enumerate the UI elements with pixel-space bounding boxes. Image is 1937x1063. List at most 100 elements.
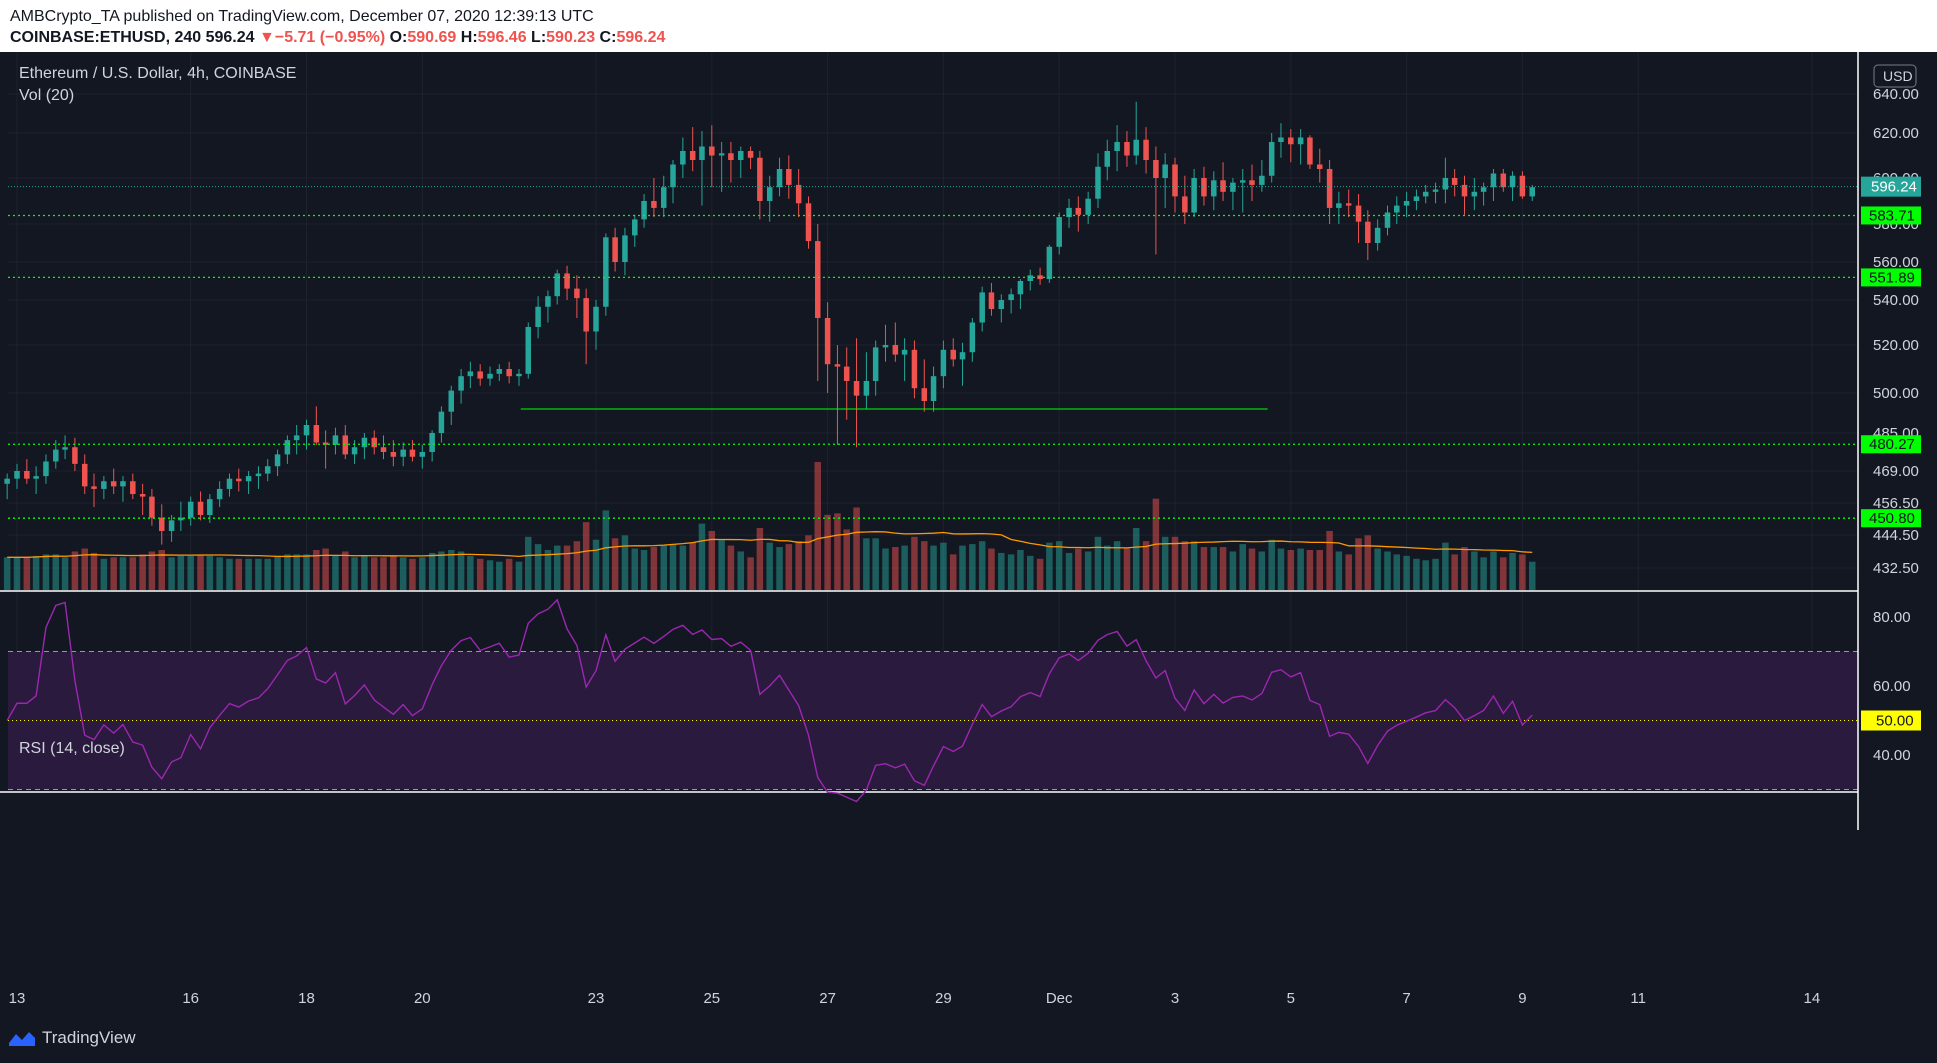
candle-body: [1509, 175, 1516, 188]
candle-body: [834, 364, 841, 367]
price-tick-label: 640.00: [1873, 86, 1919, 103]
volume-bar: [255, 558, 262, 590]
volume-bar: [1113, 541, 1121, 590]
candle-body: [940, 349, 947, 377]
volume-bar: [110, 557, 117, 590]
candle-body: [612, 237, 618, 262]
price-chart[interactable]: 640.00620.00600.00580.00560.00540.00520.…: [0, 52, 1937, 1015]
candle-body: [1442, 178, 1449, 190]
volume-bar: [650, 547, 658, 590]
volume-bar: [602, 510, 610, 590]
volume-bar: [342, 551, 349, 590]
candle-body: [843, 366, 850, 381]
volume-bar: [467, 555, 474, 590]
volume-bar: [978, 541, 986, 590]
candle-body: [583, 298, 589, 332]
volume-bar: [515, 561, 523, 590]
chart-title-legend: Ethereum / U.S. Dollar, 4h, COINBASE: [19, 65, 297, 82]
volume-bar: [882, 548, 889, 590]
volume-bar: [1123, 548, 1131, 590]
candle-body: [1104, 151, 1111, 167]
volume-bar: [351, 557, 358, 590]
volume-bar: [621, 535, 629, 590]
candle-body: [872, 347, 879, 381]
volume-bar: [1277, 548, 1285, 590]
tradingview-logo[interactable]: TradingView: [8, 1028, 136, 1048]
candle-body: [660, 187, 667, 208]
volume-bar: [1190, 541, 1198, 590]
candle-body: [1432, 189, 1439, 192]
candle-body: [815, 241, 821, 318]
candle-body: [487, 373, 493, 379]
volume-bar: [708, 530, 716, 590]
candle-body: [603, 237, 609, 307]
candle-body: [197, 501, 204, 515]
rsi-legend: RSI (14, close): [19, 740, 125, 757]
volume-bar: [660, 545, 667, 590]
candle-body: [226, 478, 233, 489]
volume-bar: [698, 523, 706, 590]
time-tick-label: 16: [182, 990, 199, 1007]
candle-body: [322, 442, 329, 445]
currency-badge: [1873, 64, 1917, 88]
candle-body: [351, 447, 358, 455]
level-badge-label: 583.71: [1869, 207, 1915, 224]
volume-bar: [834, 513, 841, 590]
volume-bar: [264, 558, 271, 590]
price-change: −5.71 (−0.95%): [274, 29, 386, 46]
time-tick-label: 14: [1804, 990, 1821, 1007]
candle-body: [863, 381, 870, 396]
volume-bar: [640, 550, 648, 590]
volume-bar: [226, 558, 233, 590]
price-tick-label: 432.50: [1873, 560, 1919, 577]
candle-body: [1529, 187, 1535, 197]
volume-bar: [805, 535, 812, 590]
volume-bar: [177, 555, 185, 590]
rsi-mid-badge: [1861, 710, 1921, 731]
level-badge-label: 551.89: [1869, 269, 1915, 286]
volume-bar: [582, 522, 590, 590]
candle-body: [361, 437, 368, 448]
candle-body: [458, 376, 464, 391]
open-label: O:: [389, 29, 408, 46]
time-tick-label: 25: [703, 990, 720, 1007]
volume-bar: [824, 514, 831, 590]
candle-body: [1480, 187, 1487, 192]
rsi-tick-label: 80.00: [1873, 609, 1911, 626]
volume-bar: [187, 555, 194, 590]
volume-bar: [534, 544, 542, 590]
candle-body: [805, 203, 812, 242]
candle-body: [747, 151, 754, 158]
candle-body: [718, 153, 725, 156]
level-badge: [1861, 268, 1921, 287]
candle-body: [1288, 137, 1294, 145]
time-tick-label: 13: [9, 990, 26, 1007]
candle-body: [496, 369, 503, 374]
volume-bar: [843, 529, 850, 590]
candle-body: [1153, 160, 1159, 178]
volume-bar: [81, 548, 88, 590]
volume-bar: [863, 538, 870, 590]
candle-body: [1162, 164, 1168, 178]
volume-bar: [1229, 551, 1237, 590]
candle-body: [766, 187, 773, 201]
volume-bar: [1413, 558, 1420, 590]
candle-body: [168, 520, 175, 531]
volume-bar: [949, 554, 957, 590]
candle-body: [593, 306, 599, 332]
volume-bar: [1171, 536, 1179, 590]
volume-bar: [573, 541, 581, 590]
symbol-ohlc-line: COINBASE:ETHUSD, 240 596.24 ▼−5.71 (−0.9…: [10, 29, 665, 47]
level-badge-label: 450.80: [1869, 510, 1915, 527]
volume-ma-line: [7, 531, 1533, 558]
candle-body: [1278, 137, 1284, 142]
volume-bar: [245, 558, 252, 590]
price-tick-label: 469.00: [1873, 463, 1919, 480]
candle-body: [1056, 217, 1062, 247]
candle-body: [1085, 198, 1091, 215]
candle-body: [1451, 178, 1458, 185]
candle-body: [274, 454, 281, 467]
candle-body: [1143, 139, 1149, 160]
rsi-tick-label: 40.00: [1873, 747, 1911, 764]
candle-body: [1259, 175, 1265, 185]
